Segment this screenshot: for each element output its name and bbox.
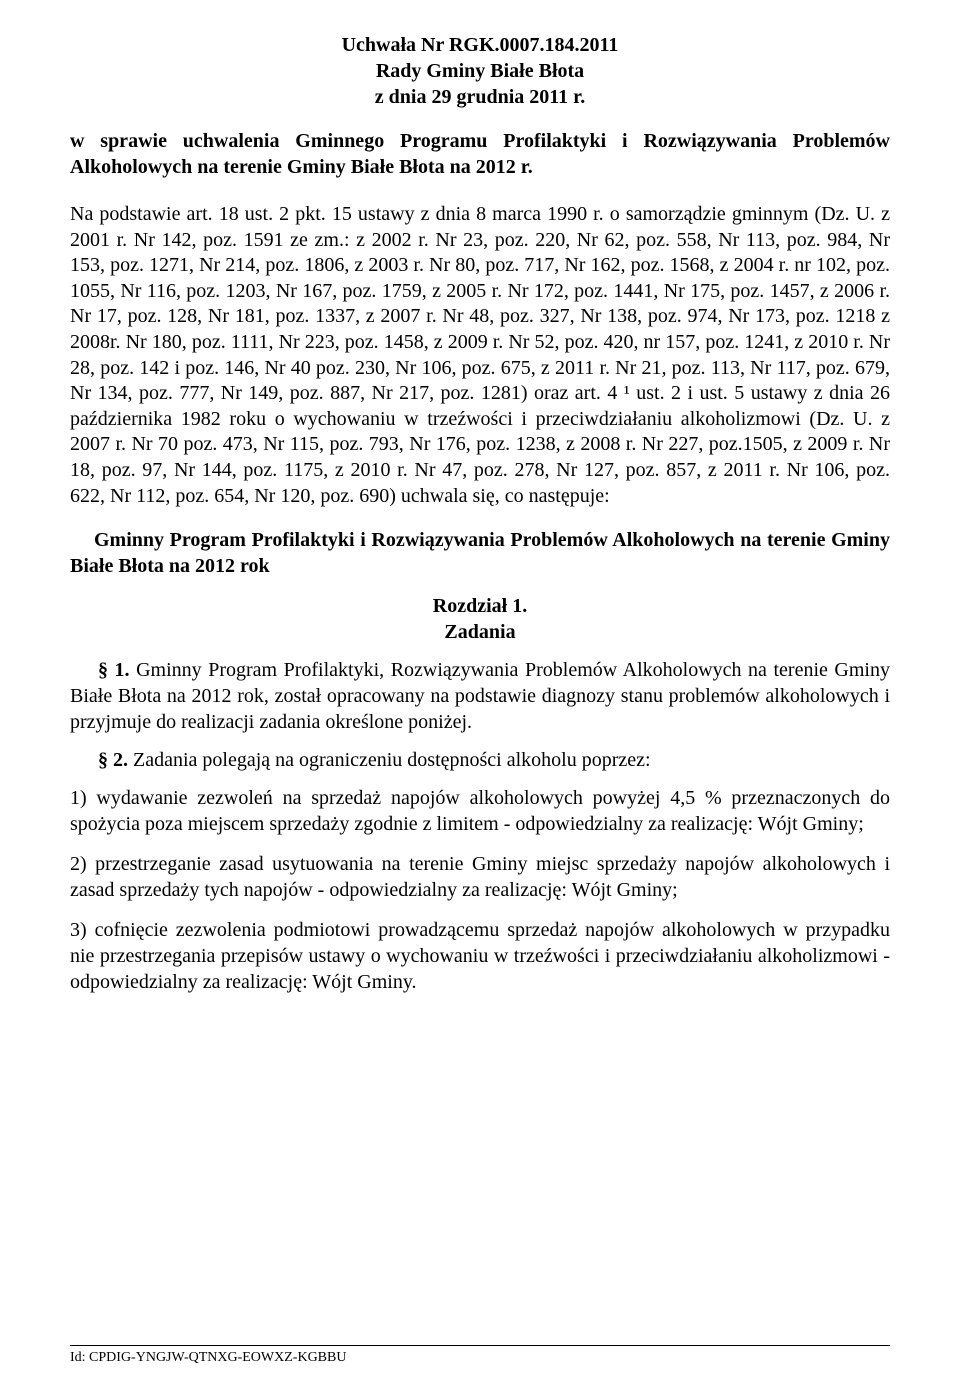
paragraph-1: § 1. Gminny Program Profilaktyki, Rozwią… <box>70 657 890 735</box>
chapter-title: Zadania <box>70 619 890 645</box>
document-page: Uchwała Nr RGK.0007.184.2011 Rady Gminy … <box>0 0 960 1390</box>
page-footer: Id: CPDIG-YNGJW-QTNXG-EOWXZ-KGBBU <box>70 1345 890 1366</box>
footer-divider <box>70 1345 890 1346</box>
header-line-2: Rady Gminy Białe Błota <box>70 58 890 84</box>
header-line-1: Uchwała Nr RGK.0007.184.2011 <box>70 32 890 58</box>
program-title: Gminny Program Profilaktyki i Rozwiązywa… <box>70 527 890 579</box>
paragraph-2-text: Zadania polegają na ograniczeniu dostępn… <box>133 749 651 771</box>
list-item-3: 3) cofnięcie zezwolenia podmiotowi prowa… <box>70 917 890 995</box>
chapter-heading: Rozdział 1. Zadania <box>70 593 890 645</box>
resolution-subject: w sprawie uchwalenia Gminnego Programu P… <box>70 128 890 180</box>
paragraph-2: § 2. Zadania polegają na ograniczeniu do… <box>70 747 890 773</box>
list-item-1: 1) wydawanie zezwoleń na sprzedaż napojó… <box>70 785 890 837</box>
footer-id: Id: CPDIG-YNGJW-QTNXG-EOWXZ-KGBBU <box>70 1350 890 1366</box>
chapter-label: Rozdział 1. <box>70 593 890 619</box>
legal-basis: Na podstawie art. 18 ust. 2 pkt. 15 usta… <box>70 202 890 509</box>
paragraph-1-text: Gminny Program Profilaktyki, Rozwiązywan… <box>70 659 890 733</box>
paragraph-1-lead: § 1. <box>98 659 136 681</box>
resolution-header: Uchwała Nr RGK.0007.184.2011 Rady Gminy … <box>70 32 890 110</box>
paragraph-2-lead: § 2. <box>98 749 133 771</box>
list-item-2: 2) przestrzeganie zasad usytuowania na t… <box>70 851 890 903</box>
header-line-3: z dnia 29 grudnia 2011 r. <box>70 84 890 110</box>
